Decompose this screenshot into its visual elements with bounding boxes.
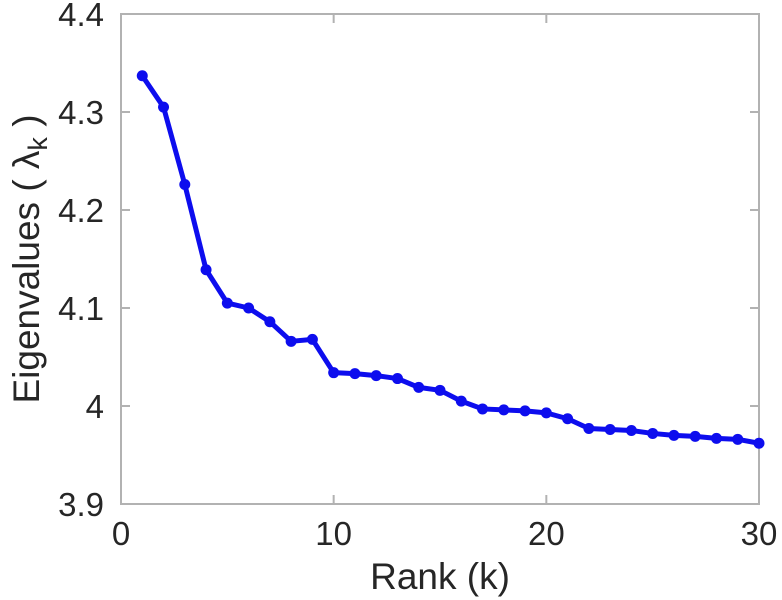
data-point-marker (264, 316, 276, 328)
x-axis-label: Rank (k) (370, 556, 510, 597)
data-point-marker (434, 384, 446, 396)
x-tick-label: 30 (741, 515, 778, 552)
y-tick-label: 4.1 (58, 290, 104, 327)
data-point-marker (158, 101, 170, 113)
data-point-marker (540, 407, 552, 419)
data-line (139, 73, 762, 446)
data-point-marker (136, 70, 148, 82)
data-point-marker (689, 430, 701, 442)
y-tick-label: 4.2 (58, 192, 104, 229)
data-point-marker (753, 437, 765, 449)
data-point-marker (562, 413, 574, 425)
data-point-marker (455, 395, 467, 407)
data-point-marker (625, 425, 637, 436)
y-axis-label-suffix: ) (6, 114, 47, 137)
data-point-marker (328, 367, 340, 379)
data-point-marker (477, 403, 489, 415)
y-axis-label: Eigenvalues ( λk ) (6, 114, 53, 403)
plot-box (120, 13, 760, 505)
data-series-group (136, 70, 765, 449)
y-axis-label-subscript: k (23, 137, 53, 151)
y-tick-label: 4.4 (58, 0, 104, 33)
data-point-marker (306, 333, 318, 345)
y-tick-label: 4 (86, 388, 104, 425)
data-point-marker (243, 302, 255, 314)
data-point-marker (391, 373, 403, 385)
data-point-marker (519, 405, 531, 417)
x-tick-label: 10 (315, 515, 352, 552)
x-tick-label: 0 (112, 515, 130, 552)
y-tick-label: 3.9 (58, 486, 104, 523)
data-point-marker (498, 404, 510, 416)
data-point-marker (413, 381, 425, 393)
data-point-marker (604, 424, 616, 436)
data-point-marker (179, 179, 191, 191)
data-point-marker (221, 297, 233, 309)
data-point-marker (285, 335, 297, 347)
y-axis-label-prefix: Eigenvalues ( λ (6, 150, 47, 403)
data-point-marker (732, 433, 744, 445)
x-tick-label: 20 (528, 515, 565, 552)
data-point-marker (370, 370, 382, 382)
data-point-marker (647, 427, 659, 439)
y-tick-label: 4.3 (58, 94, 104, 131)
axes-group: 0 10 20 30 3.9 4 4.1 4.2 4.3 4.4 (58, 0, 777, 552)
data-point-marker (200, 264, 212, 276)
data-point-marker (710, 432, 722, 444)
data-point-marker (668, 429, 680, 441)
data-point-marker (349, 368, 361, 380)
data-point-marker (583, 423, 595, 435)
